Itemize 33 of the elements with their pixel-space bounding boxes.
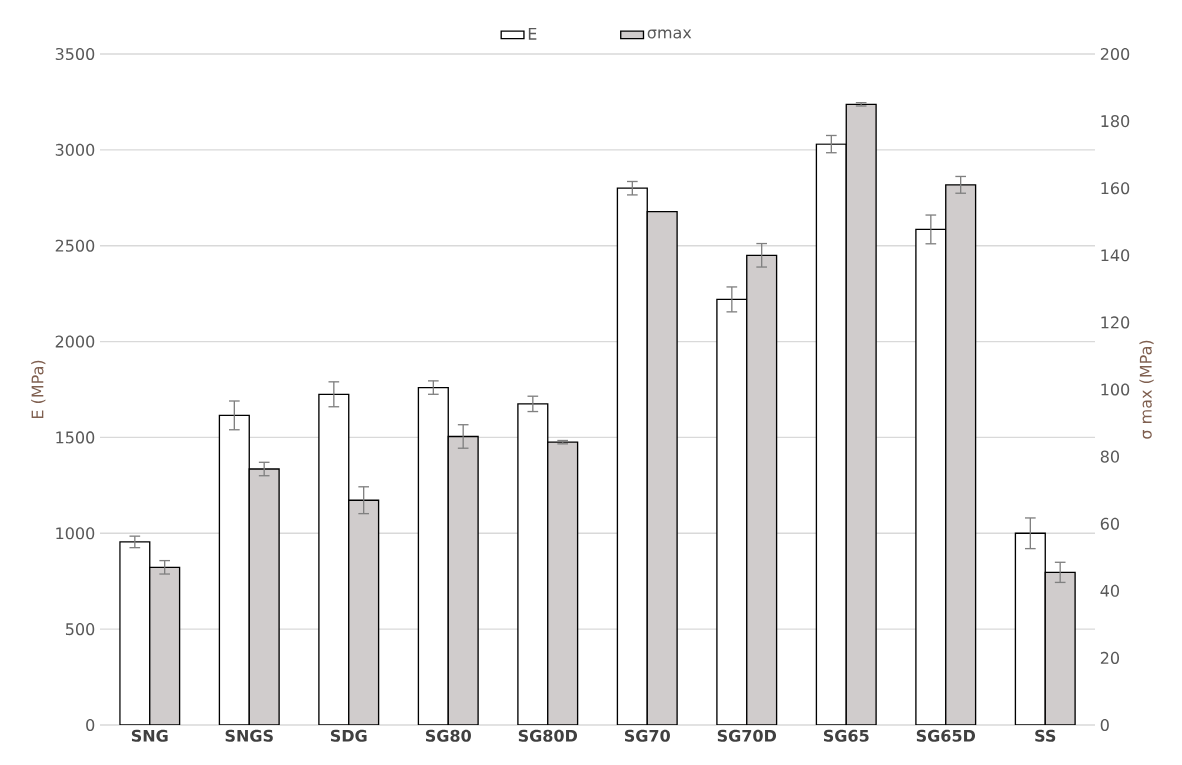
y-tick-label: 2000 <box>55 335 95 348</box>
y2-axis-title: σ max (MPa) <box>1139 340 1154 439</box>
y2-tick-label: 20 <box>1100 651 1120 664</box>
y-tick-label: 1000 <box>56 527 95 540</box>
y-tick-label: 2500 <box>55 239 95 252</box>
y2-tick-label: 200 <box>1100 47 1130 61</box>
y2-tick-label: 180 <box>1101 115 1130 128</box>
y-tick-label: 0 <box>86 718 95 732</box>
legend-label: E <box>528 28 537 40</box>
y-tick-label: 1500 <box>56 431 95 444</box>
legend-label: σmax <box>647 29 692 39</box>
y2-tick-label: 60 <box>1100 517 1120 530</box>
y-tick-label: 500 <box>65 623 95 636</box>
y2-tick-label: 120 <box>1101 316 1130 329</box>
y2-tick-label: 100 <box>1101 383 1130 396</box>
x-tick-label: SS <box>1035 729 1056 742</box>
y-tick-label: 3000 <box>55 143 95 156</box>
y2-tick-label: 140 <box>1101 249 1130 262</box>
x-tick-label: SG65 <box>823 729 869 742</box>
y2-tick-label: 0 <box>1100 718 1109 732</box>
y2-tick-label: 80 <box>1100 450 1120 463</box>
y2-tick-label: 40 <box>1100 584 1120 597</box>
y2-tick-label: 160 <box>1101 182 1130 195</box>
x-tick-label: SG70 <box>624 729 670 742</box>
y-axis-title: E (MPa) <box>31 360 46 419</box>
x-tick-label: SNGS <box>225 729 273 742</box>
x-tick-label: SDG <box>330 729 367 742</box>
x-tick-label: SG80 <box>425 729 471 742</box>
x-tick-label: SG70D <box>717 729 777 742</box>
x-tick-label: SNG <box>131 729 168 742</box>
x-tick-label: SG80D <box>518 729 578 742</box>
y-tick-label: 3500 <box>55 47 95 61</box>
x-tick-label: SG65D <box>916 729 976 742</box>
